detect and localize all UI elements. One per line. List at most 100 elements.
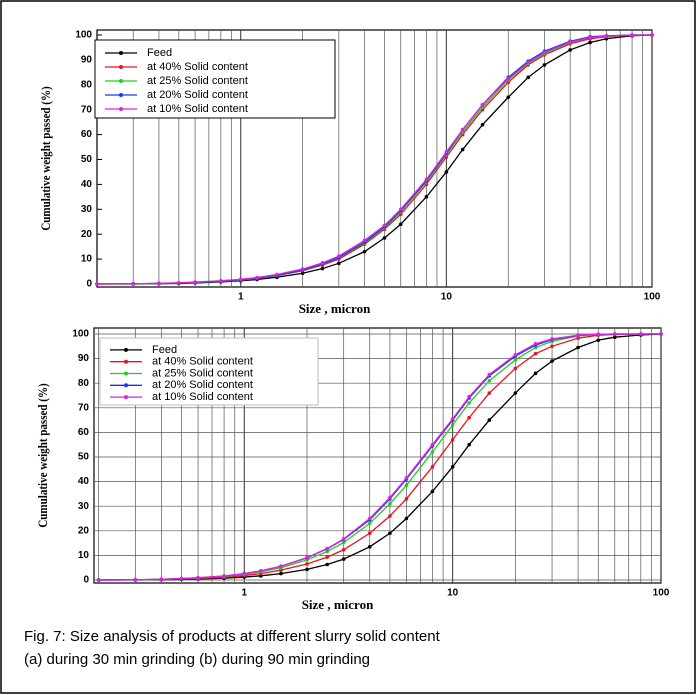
data-point <box>341 557 346 561</box>
data-point <box>533 342 538 346</box>
y-tick-label: 30 <box>78 501 90 512</box>
data-point <box>325 555 329 559</box>
data-point <box>388 501 392 506</box>
data-point <box>639 332 643 336</box>
x-tick-label: 1 <box>241 588 247 599</box>
data-point <box>279 564 283 569</box>
data-point <box>382 223 387 228</box>
x-tick-label: 100 <box>644 292 661 303</box>
data-point <box>325 562 329 567</box>
x-axis-title: Size , micron <box>302 597 374 612</box>
data-point <box>430 489 435 494</box>
y-axis-title: Cumulative weight passed (%) <box>38 86 53 230</box>
data-point <box>367 531 372 536</box>
data-point <box>526 75 530 80</box>
data-point <box>550 337 554 341</box>
data-point <box>513 358 518 362</box>
data-point <box>450 423 455 427</box>
y-tick-label: 40 <box>78 476 90 487</box>
legend-label: at 20% Solid content <box>152 379 253 391</box>
data-point <box>404 483 409 488</box>
data-point <box>659 332 663 336</box>
data-point <box>444 170 449 174</box>
data-point <box>487 378 492 383</box>
data-point <box>588 35 592 40</box>
y-tick-label: 90 <box>78 353 90 364</box>
data-point <box>362 238 367 243</box>
data-point <box>341 540 346 545</box>
x-tick-label: 10 <box>447 588 459 599</box>
data-point <box>96 578 101 582</box>
y-tick-label: 80 <box>78 378 90 389</box>
data-point <box>300 267 305 271</box>
data-point <box>542 50 547 55</box>
y-tick-label: 0 <box>83 575 89 586</box>
legend-marker <box>119 51 123 55</box>
data-point <box>398 222 403 227</box>
data-point <box>305 555 309 560</box>
legend-marker <box>119 107 123 111</box>
legend-marker <box>119 79 123 83</box>
x-axis-title: Size , micron <box>299 301 371 316</box>
data-point <box>193 280 197 284</box>
data-point <box>157 281 161 286</box>
data-point <box>550 359 554 363</box>
data-point <box>388 531 392 536</box>
y-tick-label: 70 <box>78 402 90 413</box>
data-point <box>533 351 538 356</box>
data-point <box>341 537 346 541</box>
data-point <box>533 345 538 350</box>
data-point <box>460 147 465 152</box>
y-tick-label: 30 <box>81 204 93 215</box>
data-point <box>506 76 511 81</box>
data-point <box>430 450 435 454</box>
y-tick-label: 100 <box>75 30 92 41</box>
y-axis-title: Cumulative weight passed (%) <box>35 383 50 527</box>
legend-label: Feed <box>147 47 172 59</box>
data-point <box>450 437 455 442</box>
chart: 1 10 100 0 10 20 30 40 50 60 70 80 90 100 Size , micro… <box>38 29 661 316</box>
data-point <box>487 372 492 377</box>
legend-marker <box>124 347 128 352</box>
data-point <box>179 576 184 581</box>
data-point <box>467 401 471 405</box>
legend-marker <box>124 395 128 400</box>
data-point <box>487 418 492 422</box>
y-tick-label: 50 <box>81 154 93 165</box>
data-point <box>275 272 279 277</box>
caption-line: Fig. 7: Size analysis of products at dif… <box>24 628 441 645</box>
data-point <box>550 344 554 349</box>
data-point <box>279 568 283 572</box>
data-point <box>424 177 429 182</box>
data-point <box>568 40 572 44</box>
data-point <box>650 33 654 37</box>
data-point <box>444 150 449 154</box>
y-tick-label: 0 <box>86 279 92 290</box>
legend-label: at 10% Solid content <box>152 391 253 403</box>
data-point <box>325 546 329 551</box>
y-tick-label: 100 <box>72 329 89 340</box>
legend-label: at 20% Solid content <box>147 89 248 101</box>
data-point <box>576 333 580 338</box>
data-point <box>305 562 309 566</box>
data-point <box>325 549 329 554</box>
y-tick-label: 40 <box>81 179 93 190</box>
y-tick-label: 50 <box>78 452 90 463</box>
data-point <box>388 514 392 518</box>
data-point <box>341 547 346 552</box>
y-tick-label: 20 <box>81 229 93 240</box>
data-point <box>513 391 518 395</box>
legend-label: at 25% Solid content <box>152 367 253 379</box>
data-point <box>542 63 547 67</box>
y-tick-label: 70 <box>81 104 93 115</box>
data-point <box>131 281 136 286</box>
data-point <box>279 571 283 576</box>
y-tick-label: 80 <box>81 79 93 90</box>
data-point <box>467 415 471 420</box>
legend-label: at 40% Solid content <box>152 356 253 368</box>
data-point <box>367 544 372 549</box>
data-point <box>513 353 518 357</box>
data-point <box>404 497 409 501</box>
data-point <box>367 521 372 526</box>
